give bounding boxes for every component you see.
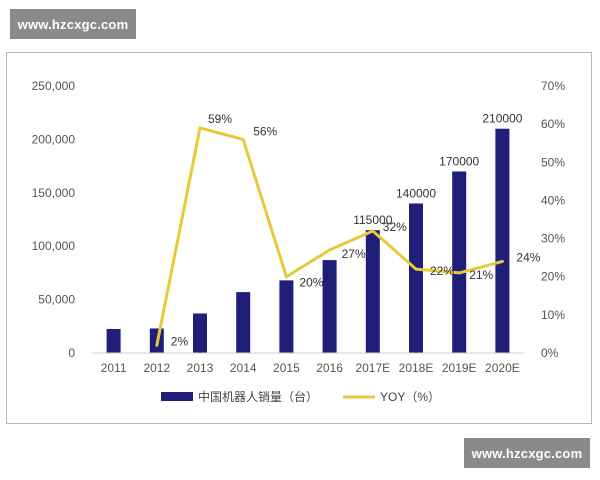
bar-value-label: 210000 <box>482 112 522 126</box>
right-tick-label: 50% <box>541 155 565 169</box>
bar <box>106 328 121 353</box>
watermark-bottom: www.hzcxgc.com <box>464 438 590 468</box>
bar <box>452 171 467 353</box>
right-tick-label: 10% <box>541 308 565 322</box>
right-y-axis: 70% 60% 50% 40% 30% 20% 10% 0% <box>541 79 565 360</box>
bar-series <box>106 128 510 353</box>
yoy-value-label: 21% <box>469 268 493 282</box>
yoy-value-label: 27% <box>342 247 366 261</box>
x-tick-label: 2014 <box>230 361 257 375</box>
bar-value-label: 140000 <box>396 186 436 200</box>
right-tick-label: 60% <box>541 117 565 131</box>
left-tick-label: 100,000 <box>32 239 76 253</box>
x-tick-label: 2017E <box>355 361 390 375</box>
left-tick-label: 0 <box>68 346 75 360</box>
bar <box>279 280 294 353</box>
legend-bar-label: 中国机器人销量（台） <box>198 389 318 404</box>
bar-value-label: 115000 <box>353 213 392 227</box>
left-tick-label: 200,000 <box>32 132 76 146</box>
bar-data-labels: 115000 140000 170000 210000 <box>353 112 523 227</box>
right-tick-label: 20% <box>541 270 565 284</box>
left-tick-label: 150,000 <box>32 186 76 200</box>
bar-value-label: 170000 <box>439 154 479 168</box>
bar <box>193 313 207 353</box>
right-tick-label: 30% <box>541 232 565 246</box>
bar <box>409 203 423 353</box>
bar <box>322 260 337 353</box>
left-tick-label: 250,000 <box>32 79 76 93</box>
yoy-value-label: 32% <box>383 220 407 234</box>
legend-line-label: YOY（%） <box>380 390 440 404</box>
legend-bar-swatch <box>161 392 193 401</box>
yoy-value-label: 59% <box>208 112 232 126</box>
bar <box>236 292 251 353</box>
yoy-value-label: 20% <box>299 276 323 290</box>
watermark-top: www.hzcxgc.com <box>10 9 136 39</box>
right-tick-label: 40% <box>541 193 565 207</box>
left-tick-label: 50,000 <box>38 293 75 307</box>
x-axis-ticks: 2011 2012 2013 2014 2015 2016 2017E 2018E 2019E 2… <box>101 361 520 375</box>
x-tick-label: 2020E <box>485 361 520 375</box>
x-tick-label: 2018E <box>399 361 434 375</box>
right-tick-label: 70% <box>541 79 565 93</box>
chart-frame <box>6 52 592 424</box>
yoy-value-label: 2% <box>171 334 189 348</box>
x-tick-label: 2019E <box>442 361 477 375</box>
x-tick-label: 2013 <box>187 361 214 375</box>
x-tick-label: 2016 <box>316 361 343 375</box>
x-tick-label: 2012 <box>143 361 170 375</box>
yoy-line <box>155 126 504 347</box>
line-series <box>155 126 504 347</box>
bar <box>365 230 380 353</box>
left-y-axis: 250,000 200,000 150,000 100,000 50,000 0 <box>32 79 76 360</box>
yoy-value-label: 56% <box>253 124 277 138</box>
line-data-labels: 2% 59% 56% 20% 27% 32% 22% 21% 24% <box>171 112 541 348</box>
legend: 中国机器人销量（台） YOY（%） <box>161 389 440 404</box>
bar <box>495 128 510 353</box>
x-tick-label: 2015 <box>273 361 300 375</box>
yoy-value-label: 22% <box>430 264 454 278</box>
yoy-value-label: 24% <box>516 250 540 264</box>
right-tick-label: 0% <box>541 346 559 360</box>
x-tick-label: 2011 <box>101 361 127 375</box>
